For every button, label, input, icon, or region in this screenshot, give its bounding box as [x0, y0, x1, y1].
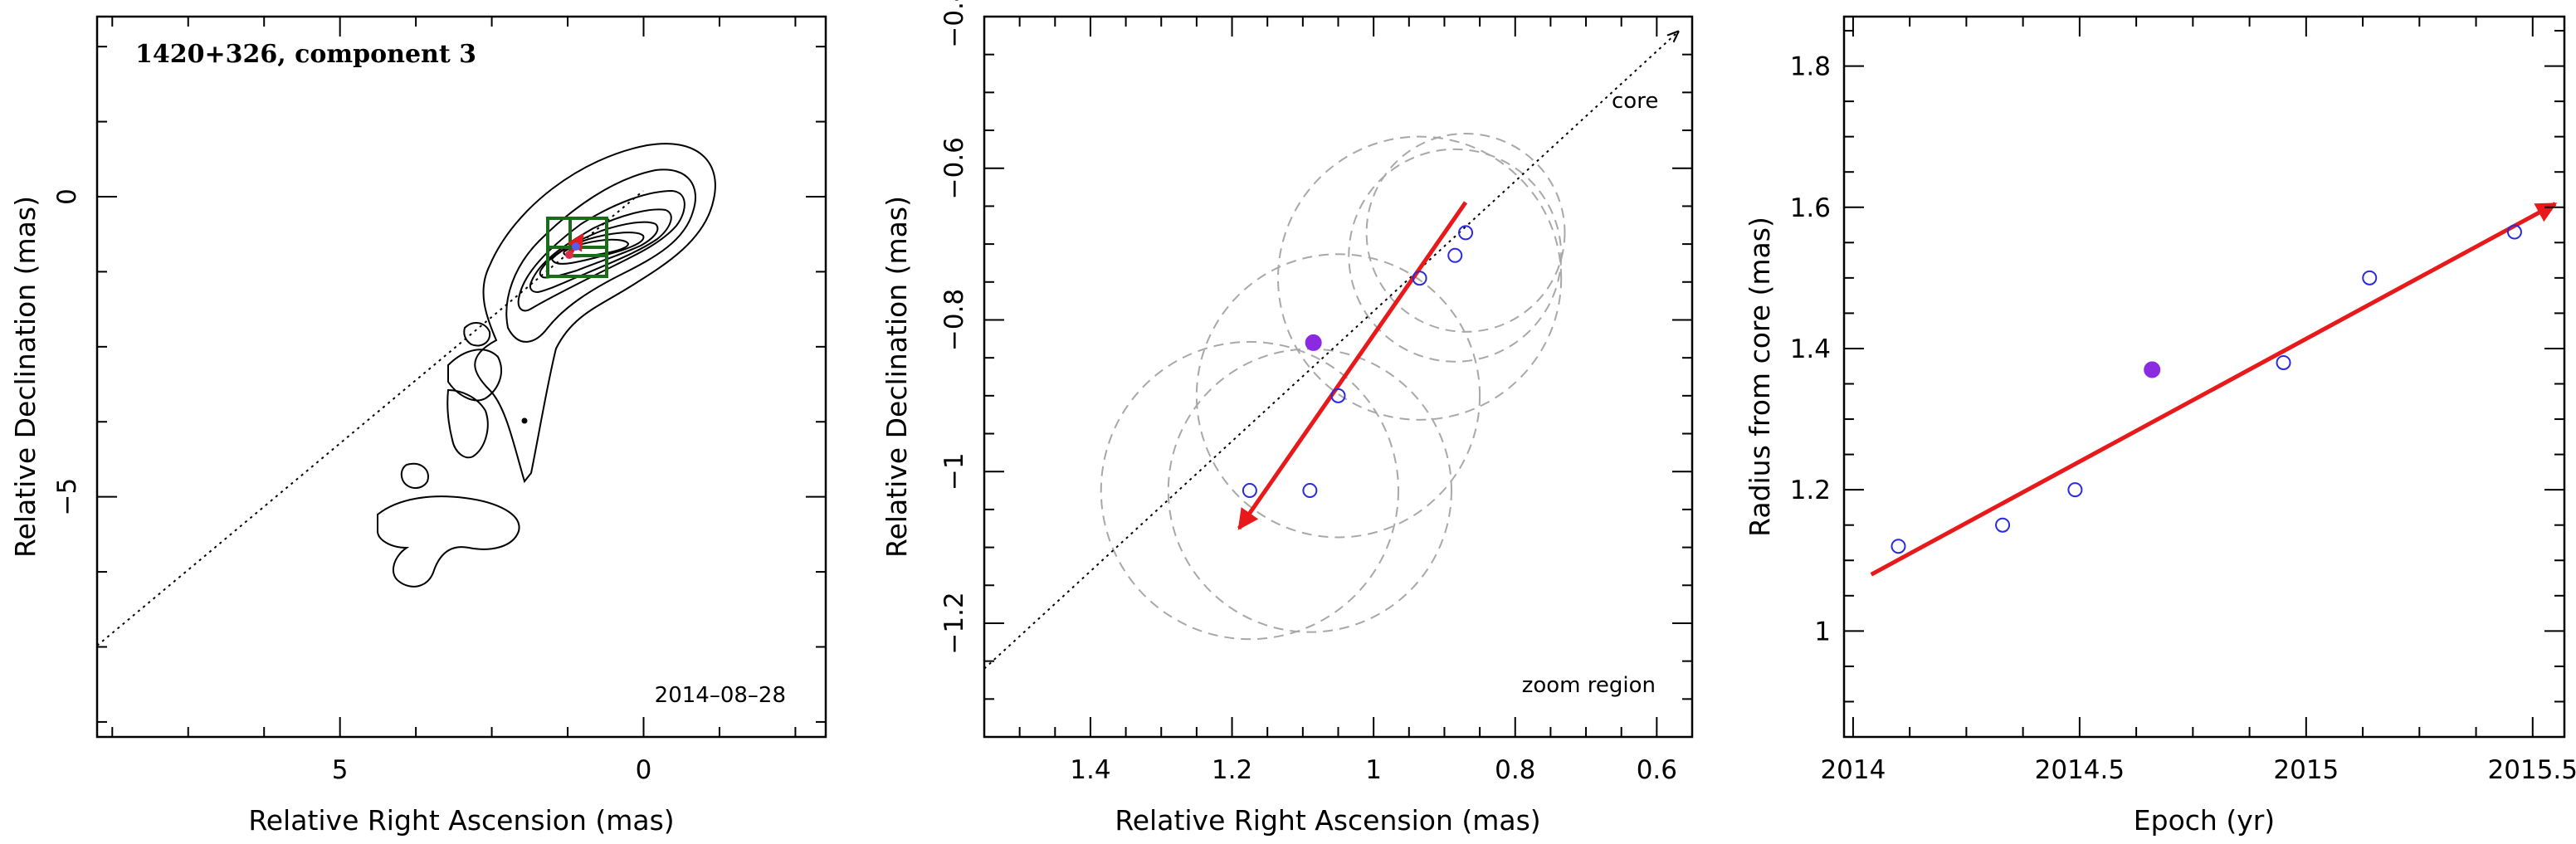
fit-arrow: [1237, 201, 1468, 530]
data-point: [2067, 482, 2083, 498]
y-tick-label: 1.4: [1790, 334, 1831, 364]
data-points: [1242, 225, 1474, 499]
core-annotation: core: [1612, 89, 1658, 114]
data-point: [1458, 225, 1474, 241]
component-point: [565, 251, 573, 259]
data-point: [1242, 483, 1257, 499]
data-point: [2362, 270, 2378, 285]
y-tick-label: 1.8: [1790, 52, 1831, 82]
error-circle: [1195, 253, 1481, 539]
component-point: [572, 242, 580, 251]
y-tick-label: 0: [52, 188, 82, 205]
error-circle: [1276, 135, 1563, 421]
tick-marks: [1844, 17, 2564, 737]
error-circle: [1100, 340, 1400, 641]
tick-labels: 1.4 1.2 1 0.8 0.6 −0.4 −0.6 −0.8 −1 −1.2: [939, 0, 1677, 785]
zoom-region-annotation: zoom region: [1522, 673, 1656, 698]
tick-marks: [97, 17, 826, 737]
y-tick-label: 1.2: [1790, 476, 1831, 505]
data-point: [1447, 247, 1463, 263]
x-tick-label: 2015: [2273, 755, 2339, 785]
y-tick-label: −5: [52, 478, 82, 516]
plot-frame: [983, 15, 1694, 739]
data-point: [1302, 483, 1318, 499]
y-tick-label: 1: [1814, 617, 1831, 646]
data-point: [1330, 388, 1346, 403]
y-tick-label: −1: [939, 452, 969, 490]
x-axis-label: Relative Right Ascension (mas): [1115, 804, 1540, 837]
core-line: [984, 32, 1678, 670]
y-axis-label: Relative Declination (mas): [9, 196, 41, 558]
x-tick-label: 1: [1365, 755, 1382, 785]
y-tick-label: 1.6: [1790, 193, 1831, 223]
x-tick-label: 1.4: [1070, 755, 1110, 785]
error-circle: [1348, 148, 1563, 363]
core-direction-line: [97, 190, 644, 646]
x-tick-label: 2014.5: [2035, 755, 2125, 785]
tick-labels: 5 0 0 −5: [52, 188, 651, 785]
chart-title: 1420+326, component 3: [135, 40, 476, 69]
y-tick-label: −0.8: [939, 289, 969, 351]
x-tick-label: 1.2: [1212, 755, 1252, 785]
x-tick-label: 2014: [1820, 755, 1886, 785]
radius-epoch-panel: 2014 2014.5 2015 2015.5 1 1.2 1.4 1.6 1.8 Epoch …: [1744, 15, 2576, 837]
plot-frame: [1842, 15, 2566, 739]
y-axis-label: Radius from core (mas): [1744, 217, 1776, 537]
error-circles: [1100, 132, 1566, 641]
error-circle: [1167, 348, 1452, 633]
date-label: 2014–08–28: [655, 683, 786, 708]
component-marker: [565, 233, 584, 259]
tick-marks: [983, 16, 1692, 738]
x-tick-label: 0.8: [1495, 755, 1535, 785]
highlight-point: [1305, 334, 1322, 351]
core-direction-line: [984, 32, 1678, 670]
y-tick-label: −0.6: [939, 137, 969, 199]
x-tick-label: 0.6: [1637, 755, 1677, 785]
data-point: [1995, 517, 2011, 533]
zoom-panel: 1.4 1.2 1 0.8 0.6 −0.4 −0.6 −0.8 −1 −1.2 core zoo…: [881, 0, 1694, 837]
data-points: [1891, 224, 2522, 554]
x-tick-label: 0: [636, 755, 652, 785]
y-tick-label: −0.4: [939, 0, 969, 48]
contour-panel: 5 0 0 −5 1420+326, component 3 2014–08–28 R…: [9, 15, 827, 837]
data-point: [2506, 224, 2522, 240]
y-tick-label: −1.2: [939, 592, 969, 654]
y-axis-label: Relative Declination (mas): [881, 196, 913, 558]
data-point: [2276, 354, 2291, 370]
fit-arrow-line: [1237, 201, 1468, 530]
x-tick-label: 5: [332, 755, 349, 785]
x-tick-label: 2015.5: [2488, 755, 2576, 785]
plot-frame: [95, 15, 827, 739]
fit-arrow-line: [1870, 202, 2558, 577]
highlight-point: [2144, 361, 2161, 378]
contour-map: [377, 143, 716, 588]
fit-arrow: [1870, 202, 2558, 577]
data-point: [1891, 539, 1906, 554]
tick-labels: 2014 2014.5 2015 2015.5 1 1.2 1.4 1.6 1.8: [1790, 52, 2576, 785]
data-point: [1412, 271, 1427, 286]
error-circle: [1365, 132, 1566, 333]
x-axis-label: Epoch (yr): [2134, 804, 2275, 837]
x-axis-label: Relative Right Ascension (mas): [248, 804, 674, 837]
